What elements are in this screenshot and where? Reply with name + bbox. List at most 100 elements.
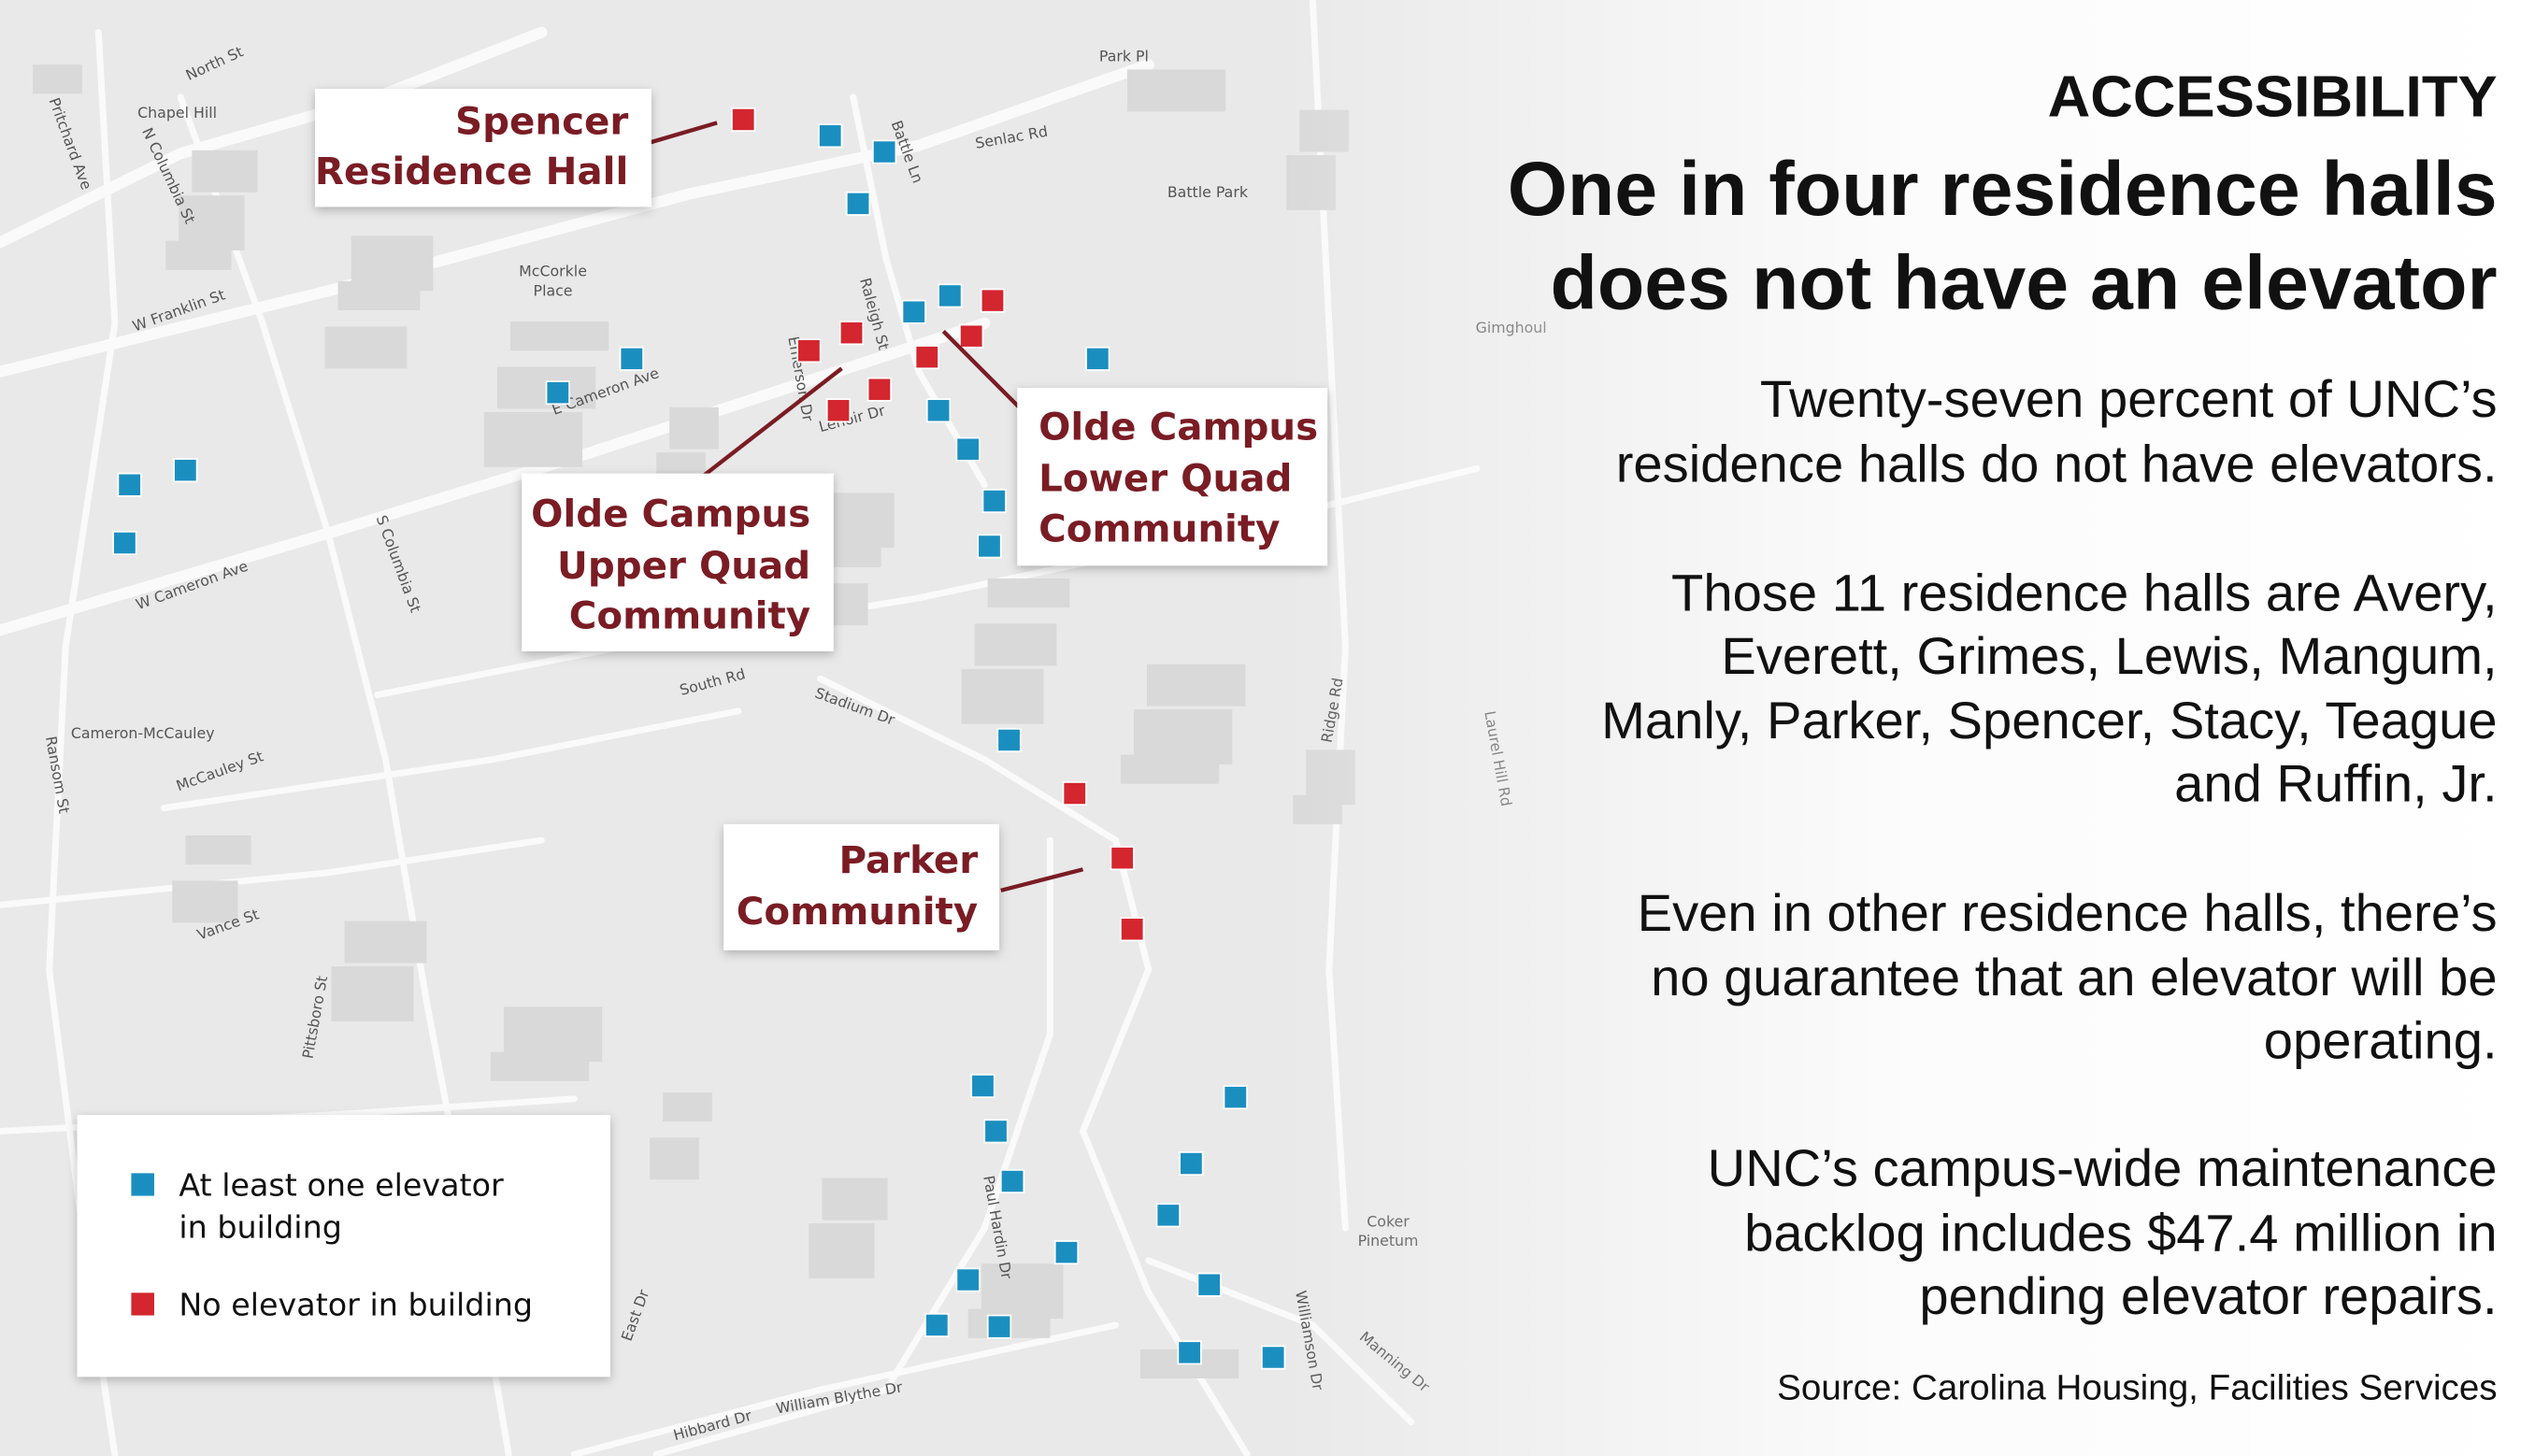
no-elevator-marker [1110, 846, 1135, 871]
paragraph-line: Those 11 residence halls are Avery, [1671, 564, 2498, 622]
building [987, 578, 1070, 608]
building [331, 966, 414, 1021]
building [809, 1222, 875, 1278]
road [817, 675, 1251, 1456]
headline: does not have an elevator [1551, 241, 2498, 325]
no-elevator-marker [1062, 781, 1087, 807]
building [337, 280, 421, 311]
elevator-marker [1155, 1203, 1181, 1228]
callout-label: Community [1038, 508, 1280, 551]
street-label: Park Pl [1099, 48, 1149, 65]
road [652, 836, 1053, 1456]
elevator-marker [619, 346, 644, 371]
elevator-marker [871, 139, 897, 164]
road [161, 707, 742, 812]
paragraph-line: operating. [2264, 1012, 2498, 1070]
building [172, 880, 238, 923]
street-label: Battle Park [1167, 183, 1249, 201]
markers [112, 107, 1286, 1370]
elevator-marker [977, 534, 1002, 559]
building [324, 326, 408, 369]
elevator-marker [955, 1267, 981, 1292]
building [165, 240, 232, 270]
elevator-marker [818, 123, 843, 149]
no-elevator-marker [958, 323, 984, 349]
elevator-marker [117, 472, 142, 497]
source: Source: Carolina Housing, Facilities Ser… [1777, 1368, 2497, 1408]
callout-box [315, 89, 652, 207]
paragraph-line: Everett, Grimes, Lewis, Mangum, [1721, 627, 2497, 685]
elevator-marker [173, 458, 198, 483]
headline: One in four residence halls [1508, 148, 2498, 232]
paragraph-line: backlog includes $47.4 million in [1744, 1205, 2498, 1263]
street-label: Cameron-McCauley [71, 724, 215, 742]
elevator-marker [924, 1312, 950, 1337]
elevator-marker [1085, 346, 1110, 371]
elevator-marker [1260, 1345, 1286, 1370]
no-elevator-marker [980, 288, 1006, 313]
street-label: Place [534, 282, 573, 300]
callout-label: Olde Campus [1038, 407, 1318, 450]
elevator-marker [901, 299, 926, 324]
paragraph-line: Manly, Parker, Spencer, Stacy, Teague [1601, 692, 2497, 750]
elevator-marker [545, 380, 570, 406]
callout-leader [700, 366, 843, 478]
building [961, 668, 1044, 724]
street-label: Chapel Hill [137, 104, 217, 121]
building [669, 407, 719, 450]
callout-label: Parker [839, 839, 979, 882]
legend: At least one elevator in building No eleva… [77, 1115, 610, 1377]
paragraph-line: residence halls do not have elevators. [1616, 435, 2498, 493]
building [192, 150, 258, 193]
callout-label: Residence Hall [315, 150, 628, 193]
elevator-marker [1177, 1340, 1202, 1365]
paragraph-line: no guarantee that an elevator will be [1651, 949, 2498, 1007]
legend-label: At least one elevator [179, 1167, 504, 1204]
fade-overlay [1280, 0, 2535, 1456]
elevator-marker [1223, 1085, 1248, 1110]
callout-leader [1000, 867, 1084, 892]
no-elevator-marker [838, 321, 865, 346]
road [570, 1321, 1120, 1456]
no-elevator-marker [825, 398, 852, 423]
building [663, 1092, 712, 1122]
elevator-marker [955, 436, 981, 462]
callout-label: Olde Campus [531, 493, 810, 536]
no-elevator-marker [731, 107, 756, 132]
building [33, 64, 82, 94]
building [1120, 754, 1220, 784]
building [1146, 664, 1246, 707]
road [0, 317, 991, 636]
paragraph-line: Even in other residence halls, there’s [1638, 884, 2498, 942]
elevator-marker [999, 1169, 1025, 1194]
elevator-marker [1179, 1151, 1204, 1176]
building [490, 1051, 590, 1081]
building [344, 921, 427, 964]
callouts: Spencer Residence Hall Olde Campus Upper Qu… [315, 89, 1328, 950]
paragraph-line: UNC’s campus-wide maintenance [1708, 1140, 2498, 1198]
no-elevator-marker [914, 345, 939, 370]
building [650, 1137, 699, 1180]
no-elevator-marker [1120, 917, 1145, 942]
paragraph-line: pending elevator repairs. [1919, 1267, 2497, 1325]
paragraph-line: Twenty-seven percent of UNC’s [1760, 371, 2498, 429]
legend-swatch [131, 1292, 155, 1316]
building [185, 835, 251, 865]
callout-label: Spencer [455, 101, 629, 144]
article-text: ACCESSIBILITY One in four residence hall… [1508, 64, 2498, 1407]
callout-label: Community [569, 595, 810, 638]
road [0, 26, 548, 249]
callout-label: Lower Quad [1038, 458, 1292, 501]
elevator-marker [996, 728, 1022, 752]
elevator-marker [986, 1314, 1012, 1339]
road [0, 59, 1154, 378]
no-elevator-marker [866, 377, 893, 402]
building [822, 1178, 888, 1220]
legend-box [77, 1115, 610, 1377]
callout-leader [941, 329, 1031, 419]
legend-label: in building [179, 1209, 342, 1246]
elevator-marker [925, 398, 952, 423]
road [0, 836, 545, 908]
